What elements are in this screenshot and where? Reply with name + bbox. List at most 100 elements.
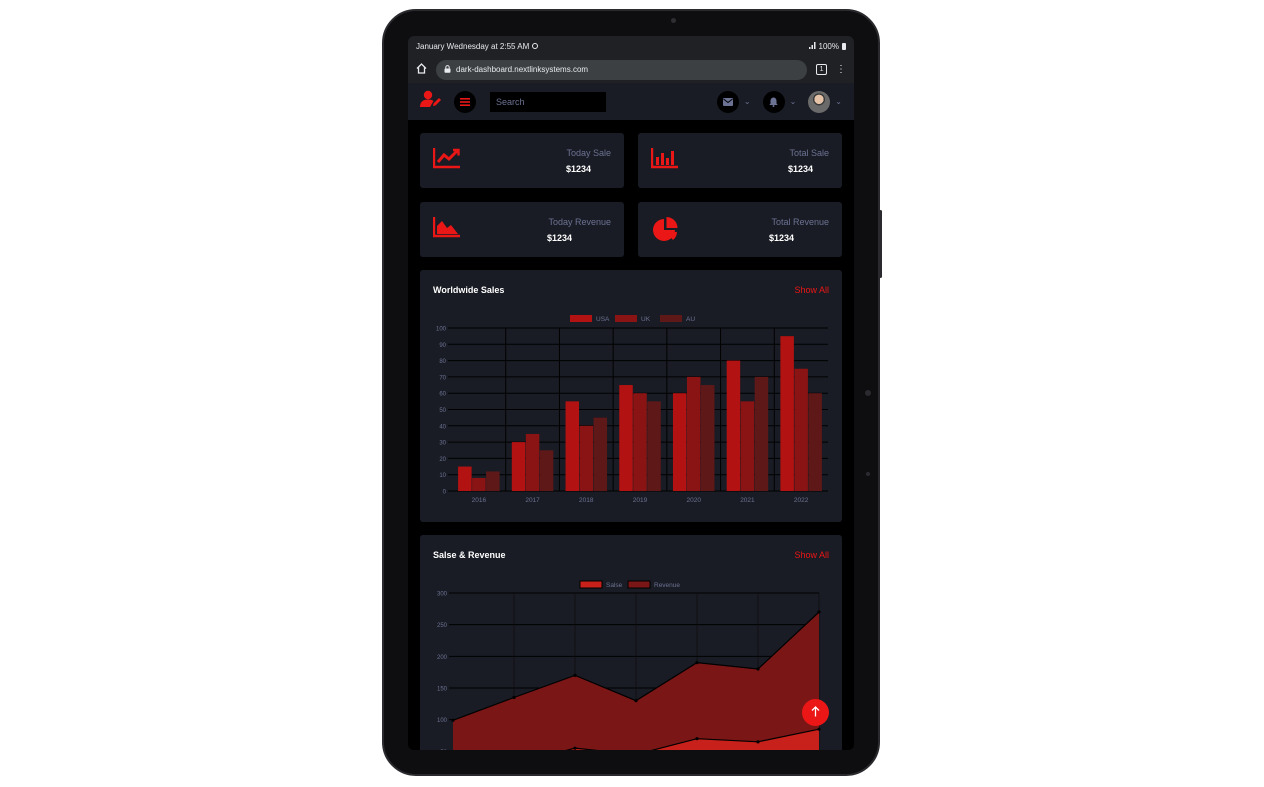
side-button (879, 210, 882, 278)
legend-swatch (615, 315, 637, 322)
legend-label: Revenue (654, 582, 680, 589)
status-bar: January Wednesday at 2:55 AM 100% (408, 36, 854, 56)
notification-icon (532, 43, 539, 49)
chart-pie-icon (651, 216, 681, 249)
x-tick-label: 2021 (740, 497, 755, 504)
chart-area-icon (432, 216, 461, 243)
bar-au (539, 450, 554, 491)
y-tick-label: 250 (437, 623, 448, 629)
side-sensor (865, 390, 871, 396)
chart-bar-icon (650, 147, 679, 174)
x-tick-label: 2020 (686, 497, 701, 504)
battery-level: 100% (818, 41, 839, 51)
bar-uk (794, 368, 808, 491)
browser-bar: dark-dashboard.nextlinksystems.com 1 ⋮ (408, 56, 854, 83)
bar-usa (672, 393, 687, 491)
arrow-up-icon (811, 705, 820, 720)
stat-card-total-revenue: Total Revenue $1234 (638, 202, 842, 257)
legend-swatch (660, 315, 682, 322)
notifications-dropdown[interactable]: ⌄ (762, 90, 797, 113)
menu-toggle-button[interactable] (454, 90, 476, 113)
stat-card-today-revenue: Today Revenue $1234 (420, 202, 624, 257)
y-tick-label: 60 (439, 392, 446, 398)
bar-uk (579, 425, 594, 491)
point-revenue (756, 667, 760, 671)
legend-label: USA (596, 316, 610, 323)
panel-title: Salse & Revenue (433, 550, 506, 560)
point-salse (695, 737, 699, 741)
bar-uk (472, 477, 486, 491)
side-sensor-small (866, 472, 870, 476)
stat-value: $1234 (566, 164, 592, 174)
url-field[interactable]: dark-dashboard.nextlinksystems.com (436, 59, 808, 80)
bar-au (647, 401, 661, 491)
stat-label: Total Sale (789, 148, 829, 158)
show-all-link[interactable]: Show All (794, 285, 829, 295)
tablet-screen: January Wednesday at 2:55 AM 100% dark-d… (408, 36, 854, 750)
x-tick-label: 2016 (472, 497, 487, 504)
stat-card-total-sale: Total Sale $1234 (638, 133, 842, 188)
bar-usa (458, 466, 472, 491)
bar-au (754, 376, 769, 491)
y-tick-label: 20 (439, 457, 446, 463)
bar-usa (511, 442, 526, 491)
browser-menu-icon[interactable]: ⋮ (836, 63, 846, 75)
bar-uk (525, 433, 540, 491)
bar-au (808, 393, 822, 491)
legend-label: AU (686, 316, 695, 323)
y-tick-label: 200 (437, 655, 448, 661)
point-salse (817, 727, 821, 731)
y-tick-label: 70 (439, 375, 446, 381)
y-tick-label: 150 (437, 687, 448, 693)
y-tick-label: 10 (439, 473, 446, 479)
bar-usa (565, 401, 580, 491)
avatar[interactable] (808, 90, 831, 113)
bell-icon[interactable] (762, 90, 785, 113)
search-input[interactable] (490, 91, 606, 112)
y-tick-label: 30 (439, 441, 446, 447)
x-tick-label: 2022 (794, 497, 809, 504)
profile-dropdown[interactable]: ⌄ (808, 90, 842, 113)
back-to-top-button[interactable] (802, 699, 829, 726)
stat-value: $1234 (788, 164, 814, 174)
sales-revenue-chart: 50100150200250300SalseRevenue (437, 580, 821, 750)
y-tick-label: 100 (436, 327, 447, 333)
legend-label: UK (641, 316, 651, 323)
legend-swatch (579, 580, 603, 589)
legend-label: Salse (606, 582, 623, 589)
bar-uk (740, 401, 755, 491)
battery-icon (842, 42, 846, 50)
bar-usa (726, 360, 741, 491)
bar-usa (780, 336, 794, 491)
stat-label: Today Sale (566, 148, 611, 158)
legend-swatch (570, 315, 592, 322)
chevron-down-icon: ⌄ (835, 97, 842, 106)
show-all-link[interactable]: Show All (794, 550, 829, 560)
bar-au (486, 471, 500, 491)
bar-uk (633, 393, 647, 491)
url-text: dark-dashboard.nextlinksystems.com (456, 65, 589, 74)
stat-value: $1234 (547, 233, 573, 243)
sales-revenue-panel: Salse & Revenue Show All 501001502002503… (420, 535, 842, 750)
point-revenue (573, 673, 577, 677)
user-edit-icon[interactable] (420, 90, 442, 113)
messages-dropdown[interactable]: ⌄ (716, 90, 751, 113)
lock-icon (444, 64, 451, 75)
chevron-down-icon: ⌄ (789, 97, 797, 106)
panel-title: Worldwide Sales (433, 285, 505, 295)
chevron-down-icon: ⌄ (743, 97, 751, 106)
home-icon[interactable] (416, 61, 427, 79)
chart-line-icon (432, 147, 461, 174)
tab-switcher-button[interactable]: 1 (816, 64, 827, 75)
app-navbar: ⌄ ⌄ ⌄ (408, 83, 854, 120)
y-tick-label: 0 (443, 490, 447, 496)
y-tick-label: 50 (439, 408, 446, 414)
status-time: January Wednesday at 2:55 AM (416, 41, 530, 51)
point-revenue (817, 610, 821, 614)
envelope-icon[interactable] (716, 90, 739, 113)
point-salse (756, 740, 760, 744)
stat-label: Today Revenue (548, 217, 611, 227)
bar-au (593, 417, 608, 491)
area-revenue (453, 612, 819, 750)
signal-icon (808, 41, 816, 51)
